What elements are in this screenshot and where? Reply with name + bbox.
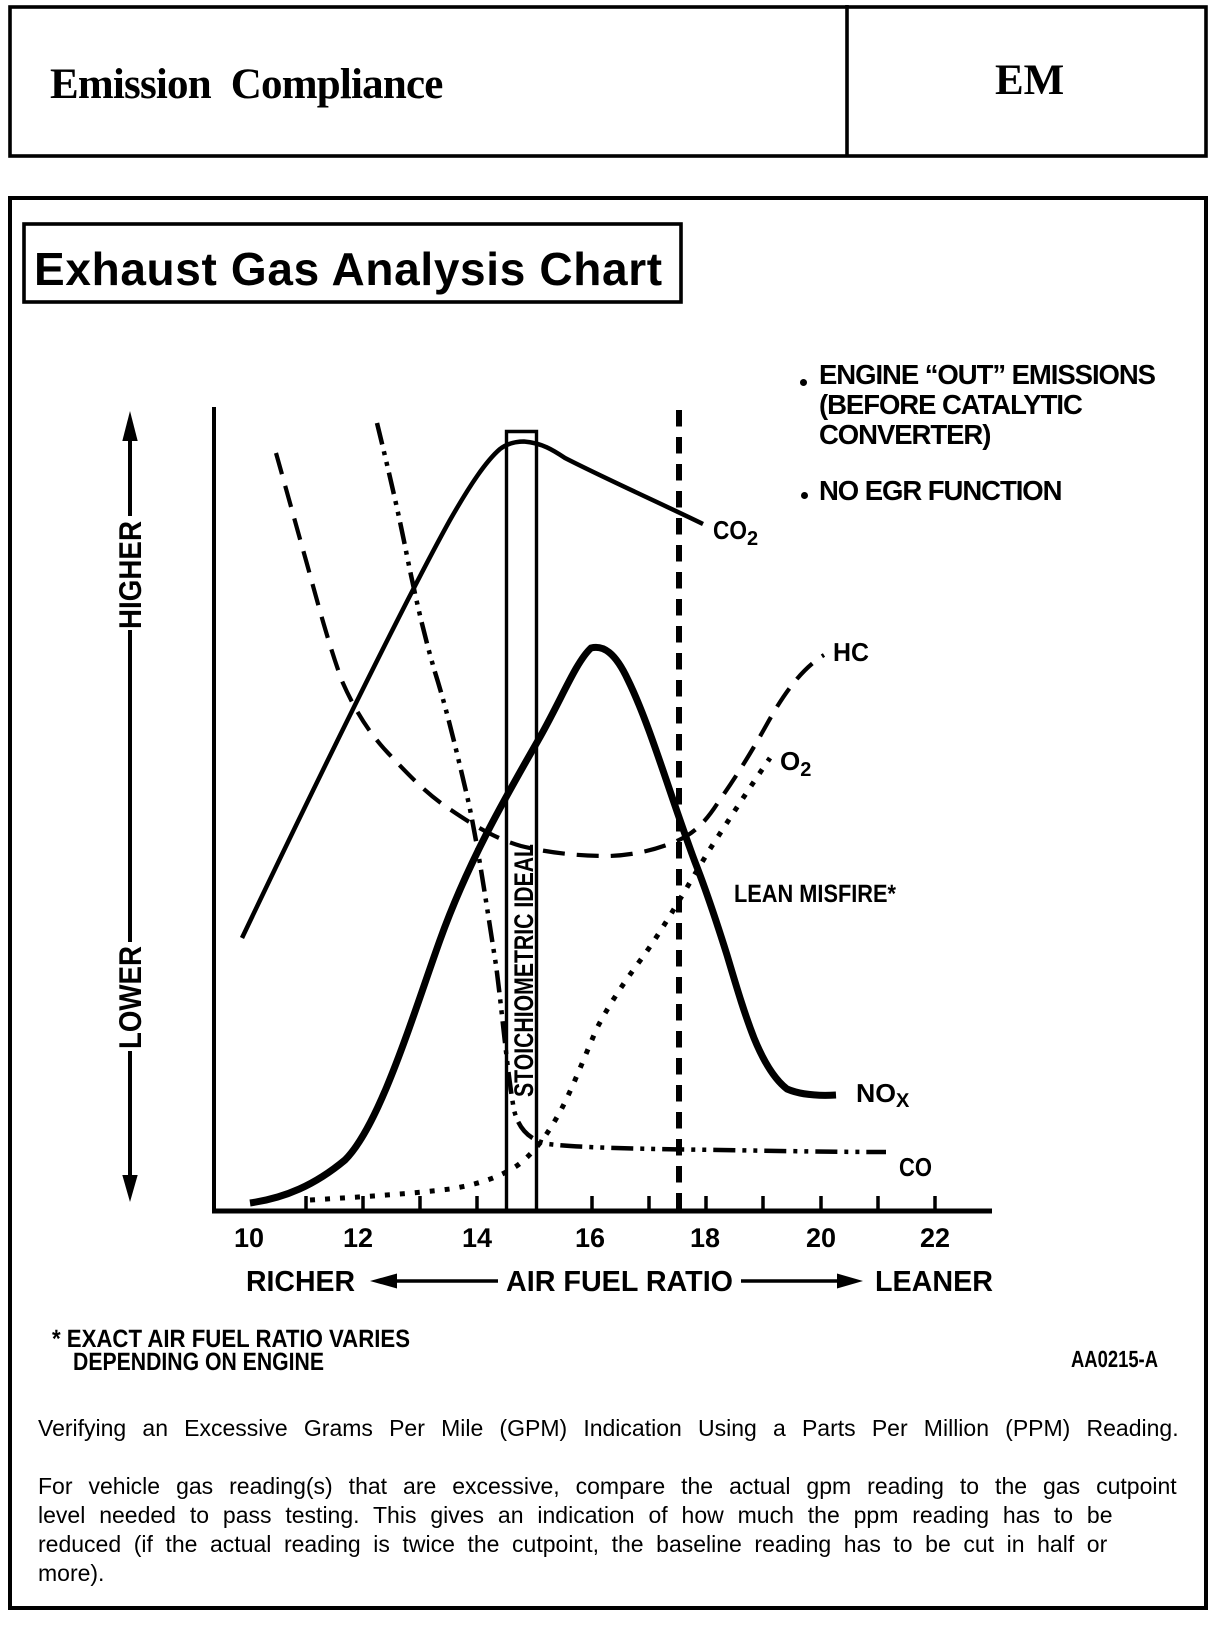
svg-text:NOX: NOX [856, 1078, 910, 1112]
svg-text:18: 18 [690, 1223, 720, 1253]
svg-text:20: 20 [806, 1223, 836, 1253]
svg-text:AIR FUEL RATIO: AIR FUEL RATIO [506, 1266, 733, 1298]
svg-text:14: 14 [462, 1223, 492, 1253]
svg-text:RICHER: RICHER [246, 1266, 355, 1298]
svg-text:O2: O2 [780, 746, 811, 781]
svg-text:22: 22 [920, 1223, 950, 1253]
svg-text:12: 12 [343, 1223, 373, 1253]
svg-text:LEAN MISFIRE*: LEAN MISFIRE* [734, 880, 896, 908]
svg-text:16: 16 [575, 1223, 605, 1253]
svg-text:AA0215-A: AA0215-A [1071, 1346, 1158, 1372]
svg-text:DEPENDING ON ENGINE: DEPENDING ON ENGINE [73, 1348, 324, 1376]
svg-text:* EXACT AIR FUEL RATIO VARIES: * EXACT AIR FUEL RATIO VARIES [52, 1325, 410, 1353]
svg-text:10: 10 [234, 1223, 264, 1253]
svg-text:HC: HC [833, 637, 869, 667]
svg-text:CO: CO [899, 1152, 932, 1182]
svg-text:HIGHER: HIGHER [112, 521, 148, 629]
svg-text:LOWER: LOWER [112, 946, 148, 1049]
svg-text:STOICHIOMETRIC IDEAL: STOICHIOMETRIC IDEAL [509, 844, 539, 1097]
svg-text:CO2: CO2 [713, 515, 758, 550]
svg-text:LEANER: LEANER [875, 1266, 993, 1298]
